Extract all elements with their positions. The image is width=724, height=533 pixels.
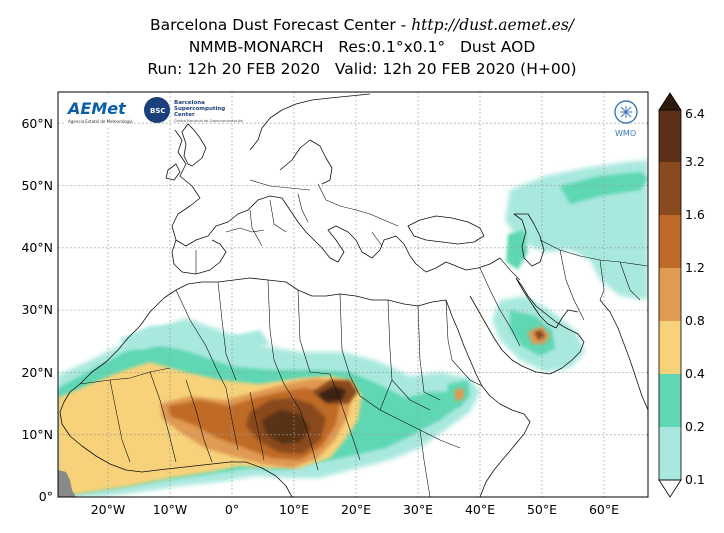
dust-aod-fields [58, 160, 648, 497]
political-borders [79, 179, 648, 497]
aemet-logo-subtitle: Agencia Estatal de Meteorología [68, 119, 133, 124]
coastline-scandinavia [249, 93, 371, 185]
aod-atlantic-band [118, 324, 190, 350]
colorbar-label: 0.2 [685, 419, 705, 434]
colorbar-label: 1.2 [685, 260, 705, 275]
coastline-caspian-sea [513, 213, 545, 267]
colorbar-label: 0.1 [685, 472, 705, 487]
coastline-black-sea [407, 215, 485, 245]
map-plot-area [58, 92, 648, 497]
coastline-british-isles [165, 123, 207, 181]
title-line-3: Run: 12h 20 FEB 2020 Valid: 12h 20 FEB 2… [147, 60, 577, 78]
y-axis: 0° 10°N 20°N 30°N 40°N 50°N 60°N [21, 116, 53, 504]
y-tick-label: 10°N [21, 427, 53, 442]
bsc-logo-name-1: Barcelona [174, 100, 205, 106]
wmo-logo: WMO [614, 100, 638, 138]
y-tick-label: 0° [39, 489, 53, 504]
colorbar-extend-top [658, 92, 682, 111]
bsc-logo-name-2: Supercomputing [174, 106, 225, 112]
colorbar-label: 0.4 [685, 366, 705, 381]
x-tick-label: 50°E [527, 502, 557, 517]
coastline-europe [171, 129, 501, 273]
bsc-logo: BSC Barcelona Supercomputing Center Cent… [144, 97, 243, 123]
map-title: Barcelona Dust Forecast Center - http://… [0, 14, 724, 80]
map-gridlines [58, 92, 648, 497]
aod-central-asia-band [505, 160, 648, 300]
coastline-arabian-peninsula [515, 277, 585, 375]
colorbar-extend-bottom [658, 479, 682, 498]
colorbar-frame [658, 109, 682, 481]
map-coastlines-borders [59, 93, 648, 497]
y-tick-label: 40°N [21, 240, 53, 255]
bsc-logo-badge: BSC [150, 107, 166, 115]
x-tick-label: 30°E [403, 502, 433, 517]
colorbar-segment [659, 215, 681, 268]
coastline-west-africa [59, 325, 293, 497]
y-tick-label: 50°N [21, 178, 53, 193]
aemet-logo-text: AEMet [66, 99, 127, 118]
wmo-emblem-ring [614, 100, 638, 124]
coastline-iberia [171, 239, 227, 275]
aod-caucasus-band [506, 230, 528, 270]
y-tick-label: 30°N [21, 302, 53, 317]
bsc-logo-subtitle: Centro Nacional de Supercomputación [174, 119, 243, 123]
colorbar: 0.1 0.2 0.4 0.8 1.2 1.6 3.2 6.4 [658, 92, 705, 498]
x-tick-label: 10°W [153, 502, 188, 517]
coastline-persian-gulf [515, 277, 579, 329]
wmo-emblem-star [620, 106, 632, 118]
bsc-logo-name-3: Center [174, 112, 195, 118]
aemet-logo-background [64, 96, 130, 126]
aemet-logo: AEMet Agencia Estatal de Meteorología [64, 96, 133, 126]
title-center-name: Barcelona Dust Forecast Center - [149, 16, 412, 34]
colorbar-label: 3.2 [685, 154, 705, 169]
colorbar-segment [659, 427, 681, 480]
colorbar-label: 1.6 [685, 207, 705, 222]
title-url[interactable]: http://dust.aemet.es/ [411, 16, 575, 34]
y-tick-label: 60°N [21, 116, 53, 131]
colorbar-segment [659, 374, 681, 427]
x-tick-label: 40°E [465, 502, 495, 517]
x-tick-label: 20°W [91, 502, 126, 517]
colorbar-label: 6.4 [685, 106, 705, 121]
aod-sahara-north-band [230, 330, 270, 350]
x-tick-label: 10°E [279, 502, 309, 517]
map-frame [57, 91, 649, 498]
colorbar-label: 0.8 [685, 313, 705, 328]
aod-horn-hotspot [454, 388, 464, 402]
colorbar-segment [659, 268, 681, 321]
coastline-red-sea [445, 295, 523, 397]
bsc-logo-mark [144, 97, 170, 123]
x-tick-label: 0° [225, 502, 239, 517]
aod-level-32-core [262, 410, 310, 444]
missing-data-mask [58, 470, 76, 497]
wmo-logo-text: WMO [615, 129, 636, 138]
colorbar-segment [659, 162, 681, 215]
coastline-horn-of-africa [479, 395, 531, 497]
coastline-india-west [599, 299, 648, 411]
colorbar-segment [659, 110, 681, 162]
coastline-north-africa [139, 277, 447, 327]
y-tick-label: 20°N [21, 365, 53, 380]
x-axis: 20°W 10°W 0° 10°E 20°E 30°E 40°E 50°E 60… [91, 502, 619, 517]
colorbar-segment [659, 321, 681, 374]
title-line-1: Barcelona Dust Forecast Center - http://… [0, 14, 724, 36]
x-tick-label: 20°E [341, 502, 371, 517]
x-tick-label: 60°E [589, 502, 619, 517]
title-line-2: NMMB-MONARCH Res:0.1°x0.1° Dust AOD [188, 38, 536, 56]
